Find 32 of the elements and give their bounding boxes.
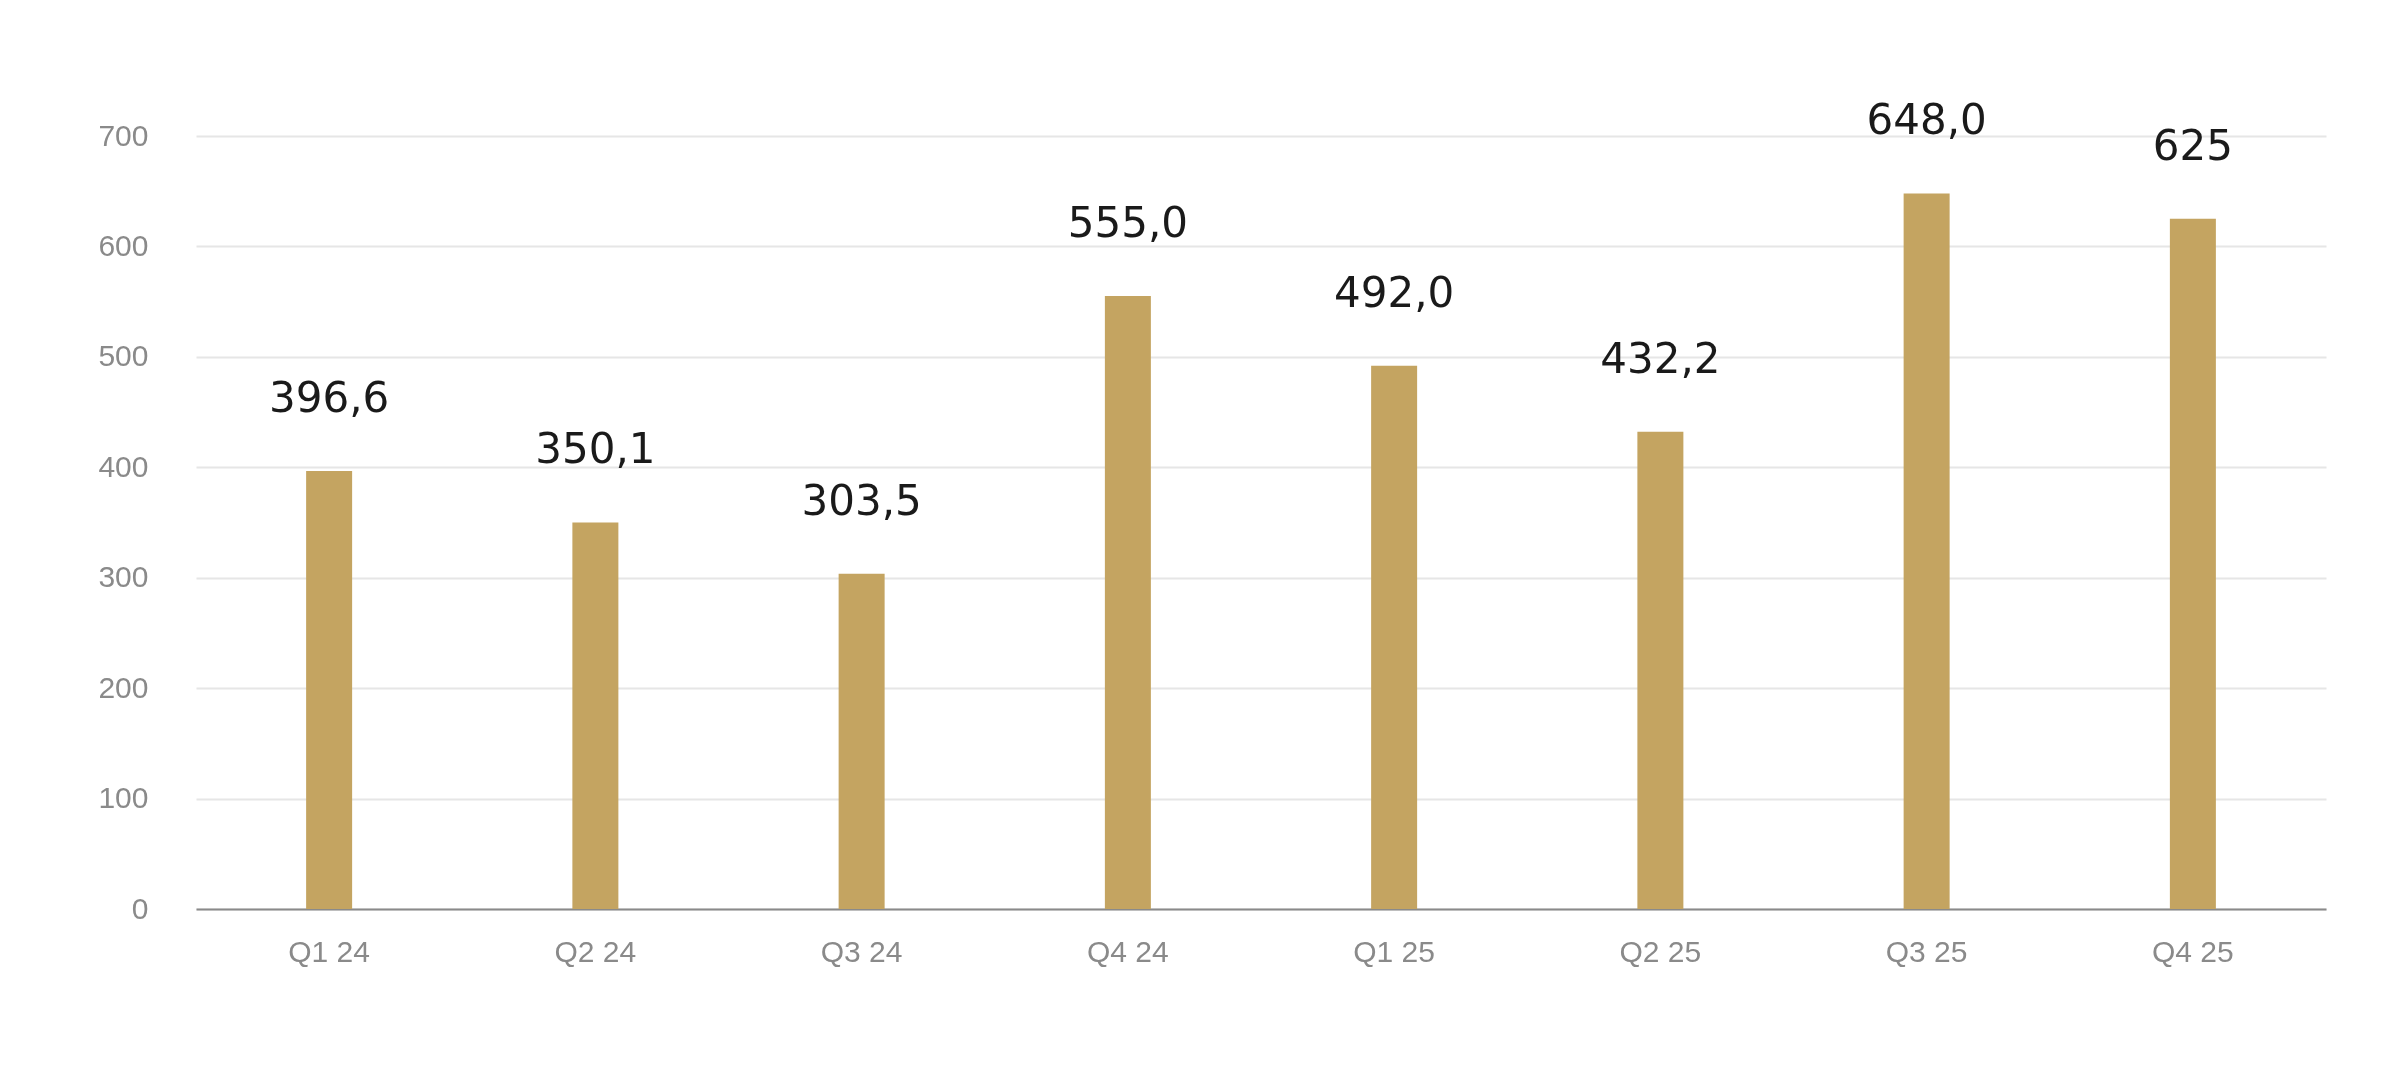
bar [2169, 218, 2216, 909]
data-label: 648,0 [1866, 95, 1987, 145]
x-tick-label: Q3 24 [820, 934, 903, 968]
bar [1637, 431, 1684, 909]
y-tick-label: 100 [98, 781, 149, 815]
bar [838, 573, 885, 909]
data-label: 350,1 [535, 424, 656, 474]
y-tick-label: 700 [98, 118, 149, 152]
x-tick-label: Q2 25 [1619, 934, 1702, 968]
x-tick-label: Q1 24 [288, 934, 370, 968]
bar [572, 522, 619, 909]
y-tick-label: 500 [98, 339, 149, 373]
data-label: 555,0 [1067, 198, 1188, 248]
y-tick-label: 400 [98, 449, 149, 483]
x-tick-label: Q4 25 [2152, 934, 2234, 968]
data-label: 432,2 [1600, 333, 1721, 383]
bar [306, 471, 353, 909]
y-tick-label: 600 [98, 228, 149, 262]
y-tick-label: 300 [98, 560, 149, 594]
data-label: 492,0 [1334, 267, 1455, 317]
x-tick-label: Q3 25 [1885, 934, 1968, 968]
data-label: 625 [2152, 120, 2233, 170]
bar [1104, 296, 1151, 909]
bar [1903, 193, 1950, 909]
y-tick-label: 0 [131, 891, 149, 925]
x-tick-label: Q1 25 [1353, 934, 1435, 968]
x-tick-label: Q2 24 [554, 934, 637, 968]
data-label: 396,6 [269, 373, 390, 423]
y-tick-label: 200 [98, 670, 149, 704]
x-tick-label: Q4 24 [1087, 934, 1169, 968]
bar [1371, 365, 1418, 909]
data-label: 303,5 [801, 475, 922, 525]
